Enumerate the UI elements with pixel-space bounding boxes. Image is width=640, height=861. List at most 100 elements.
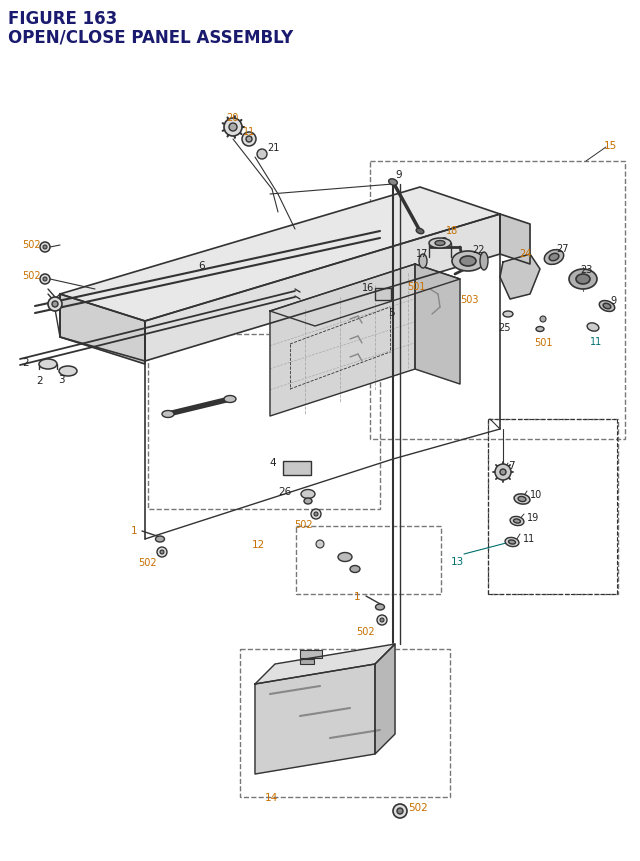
Bar [148,335,380,510]
Circle shape [224,119,242,137]
Bar [375,288,391,300]
Text: 25: 25 [498,323,511,332]
Ellipse shape [503,312,513,318]
Ellipse shape [388,180,397,186]
Ellipse shape [304,499,312,505]
Ellipse shape [162,411,174,418]
Circle shape [495,464,511,480]
Ellipse shape [419,255,427,269]
Polygon shape [255,664,375,774]
Circle shape [393,804,407,818]
Ellipse shape [224,396,236,403]
Ellipse shape [549,254,559,262]
Circle shape [246,137,252,143]
Polygon shape [375,644,395,754]
Ellipse shape [452,251,484,272]
Polygon shape [270,264,415,417]
Circle shape [242,133,256,147]
Text: 503: 503 [460,294,479,305]
Bar [300,660,314,664]
Ellipse shape [514,494,530,505]
Ellipse shape [518,497,526,502]
Circle shape [43,278,47,282]
Polygon shape [500,214,530,264]
Ellipse shape [429,238,451,249]
Polygon shape [270,264,460,326]
Text: 27: 27 [556,244,568,254]
Ellipse shape [544,251,564,265]
Bar [240,649,450,797]
Bar [370,162,625,439]
Text: 7: 7 [508,461,515,470]
Text: 502: 502 [22,239,40,250]
Circle shape [397,808,403,814]
Text: 2: 2 [36,375,43,386]
Text: 4: 4 [269,457,276,468]
Ellipse shape [509,541,515,544]
Ellipse shape [536,327,544,332]
Text: 13: 13 [451,556,464,567]
Text: 502: 502 [294,519,312,530]
Text: 1: 1 [354,592,360,601]
Text: FIGURE 163: FIGURE 163 [8,10,117,28]
Polygon shape [60,188,500,322]
Circle shape [160,550,164,554]
Text: 8: 8 [440,237,447,247]
Ellipse shape [338,553,352,562]
Text: 21: 21 [267,143,280,152]
Circle shape [40,275,50,285]
Ellipse shape [480,253,488,270]
Circle shape [314,512,318,517]
Text: 502: 502 [22,270,40,281]
Circle shape [48,298,62,312]
Ellipse shape [569,269,597,289]
Bar [296,526,441,594]
Text: 17: 17 [416,249,428,258]
Ellipse shape [513,519,520,523]
Bar [488,419,618,594]
Ellipse shape [435,241,445,246]
Text: 11: 11 [523,533,535,543]
Text: 1: 1 [131,525,138,536]
Polygon shape [60,294,145,364]
Ellipse shape [156,536,164,542]
Ellipse shape [587,324,599,331]
Text: 501: 501 [407,282,426,292]
Text: 12: 12 [252,539,265,549]
Text: 501: 501 [534,338,552,348]
Text: 18: 18 [446,226,458,236]
Ellipse shape [39,360,57,369]
Text: 9: 9 [395,170,402,180]
Text: 3: 3 [58,375,65,385]
Text: 502: 502 [356,626,374,636]
Ellipse shape [350,566,360,573]
Text: 6: 6 [198,261,205,270]
Text: 16: 16 [362,282,374,293]
Circle shape [257,150,267,160]
Bar [283,461,311,475]
Text: 22: 22 [472,245,484,255]
Circle shape [380,618,384,623]
Ellipse shape [376,604,385,610]
Text: 26: 26 [278,486,291,497]
Ellipse shape [505,538,519,547]
Text: 19: 19 [527,512,540,523]
Text: 11: 11 [243,127,255,137]
Circle shape [40,243,50,253]
Circle shape [377,616,387,625]
Text: 9: 9 [610,295,616,306]
Ellipse shape [603,304,611,309]
Text: 502: 502 [138,557,157,567]
Polygon shape [500,255,540,300]
Ellipse shape [576,275,590,285]
Circle shape [157,548,167,557]
Text: 10: 10 [530,489,542,499]
Circle shape [316,541,324,548]
Ellipse shape [460,257,476,267]
Ellipse shape [301,490,315,499]
Circle shape [43,245,47,250]
Polygon shape [415,264,460,385]
Ellipse shape [59,367,77,376]
Circle shape [500,469,506,475]
Text: 20: 20 [226,113,238,123]
